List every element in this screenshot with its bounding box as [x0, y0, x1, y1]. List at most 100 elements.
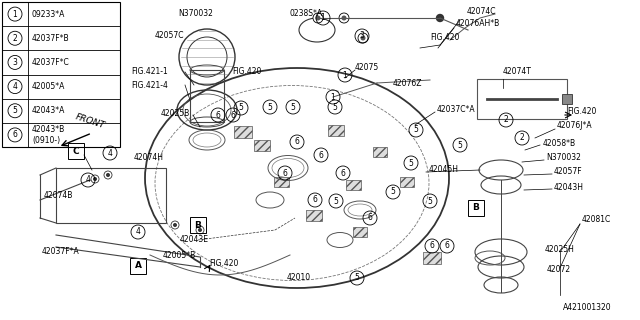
Text: 6: 6 — [445, 242, 449, 251]
Bar — [130, 258, 146, 274]
Text: 42025B: 42025B — [161, 109, 190, 118]
Text: 42076J*A: 42076J*A — [557, 122, 593, 131]
Text: 4: 4 — [136, 228, 140, 236]
Circle shape — [339, 13, 349, 23]
Text: 6: 6 — [340, 169, 346, 178]
Text: 6: 6 — [294, 138, 300, 147]
Bar — [328, 124, 344, 135]
Circle shape — [173, 223, 177, 227]
Text: 6: 6 — [283, 169, 287, 178]
Text: 5: 5 — [428, 196, 433, 205]
Circle shape — [316, 15, 321, 20]
Bar — [400, 177, 414, 187]
Text: 6: 6 — [13, 131, 17, 140]
Bar — [234, 126, 252, 138]
Text: 09233*A: 09233*A — [32, 10, 65, 19]
Text: 6: 6 — [216, 110, 220, 119]
Text: 42005*A: 42005*A — [32, 82, 65, 91]
Bar — [56, 168, 166, 223]
Circle shape — [104, 171, 112, 179]
Text: 5: 5 — [458, 140, 463, 149]
Bar — [254, 140, 270, 150]
Circle shape — [198, 228, 202, 232]
Text: 3: 3 — [360, 31, 364, 41]
Bar — [373, 147, 387, 157]
Text: 42074B: 42074B — [44, 191, 74, 201]
Bar — [190, 70, 224, 122]
Text: 42037F*B: 42037F*B — [32, 34, 70, 43]
Text: 5: 5 — [355, 274, 360, 283]
Text: 42058*B: 42058*B — [543, 139, 576, 148]
Text: 42025H: 42025H — [545, 245, 575, 254]
Text: 2: 2 — [520, 133, 524, 142]
Bar — [423, 252, 441, 264]
Circle shape — [360, 36, 365, 41]
Text: 42043*B
(0910-): 42043*B (0910-) — [32, 125, 65, 145]
Text: 5: 5 — [291, 102, 296, 111]
Bar — [2, 2, 120, 147]
Circle shape — [314, 14, 321, 21]
Text: 6: 6 — [429, 242, 435, 251]
Text: 42057F: 42057F — [554, 167, 582, 177]
Text: 4: 4 — [86, 175, 90, 185]
Text: 3: 3 — [13, 58, 17, 67]
Text: 5: 5 — [413, 125, 419, 134]
Text: 42074H: 42074H — [134, 153, 164, 162]
Circle shape — [91, 175, 99, 183]
Bar — [468, 200, 484, 216]
Text: 42010: 42010 — [287, 274, 311, 283]
Text: 5: 5 — [239, 103, 243, 113]
Circle shape — [93, 177, 97, 181]
Text: FIG.420: FIG.420 — [430, 34, 460, 43]
Text: 42043E: 42043E — [180, 235, 209, 244]
Circle shape — [358, 33, 368, 43]
Text: 6: 6 — [367, 213, 372, 222]
Text: A: A — [134, 261, 141, 270]
Text: 1: 1 — [13, 10, 17, 19]
Text: 2: 2 — [504, 116, 508, 124]
Text: 5: 5 — [268, 102, 273, 111]
Text: FIG.420: FIG.420 — [209, 260, 238, 268]
Text: 42045H: 42045H — [429, 165, 459, 174]
Text: 42076AH*B: 42076AH*B — [456, 20, 500, 28]
Text: 2: 2 — [13, 34, 17, 43]
Circle shape — [340, 14, 348, 21]
Bar — [190, 217, 206, 233]
Text: 4: 4 — [13, 82, 17, 91]
Text: 6: 6 — [319, 150, 323, 159]
Bar — [273, 177, 289, 187]
Text: 5: 5 — [333, 102, 337, 111]
Text: 42043H: 42043H — [554, 182, 584, 191]
Circle shape — [436, 14, 444, 21]
Bar — [68, 143, 84, 159]
Text: 42076Z: 42076Z — [393, 78, 422, 87]
Bar — [353, 227, 367, 237]
Text: 1: 1 — [321, 13, 325, 22]
Text: 42057C: 42057C — [155, 31, 184, 41]
Circle shape — [342, 15, 346, 20]
Text: 5: 5 — [13, 106, 17, 115]
Bar — [477, 79, 567, 119]
Text: 5: 5 — [390, 188, 396, 196]
Text: 6: 6 — [230, 110, 236, 119]
Text: B: B — [195, 220, 202, 229]
Text: B: B — [472, 204, 479, 212]
Text: 42074T: 42074T — [503, 68, 532, 76]
Text: N370032: N370032 — [178, 9, 213, 18]
Circle shape — [360, 35, 367, 42]
Text: FIG.421-4: FIG.421-4 — [131, 81, 168, 90]
Text: 42005*B: 42005*B — [163, 252, 196, 260]
Text: N370032: N370032 — [546, 153, 581, 162]
Text: 6: 6 — [312, 196, 317, 204]
Text: 1: 1 — [342, 70, 348, 79]
Circle shape — [171, 221, 179, 229]
Text: 5: 5 — [333, 196, 339, 205]
Text: 42037F*C: 42037F*C — [32, 58, 70, 67]
Text: 4: 4 — [108, 148, 113, 157]
Text: FIG.420: FIG.420 — [567, 108, 596, 116]
Text: FRONT: FRONT — [74, 112, 106, 130]
Text: C: C — [73, 147, 79, 156]
Text: 0238S*A: 0238S*A — [290, 9, 323, 18]
Text: 5: 5 — [408, 158, 413, 167]
Bar — [562, 94, 572, 104]
